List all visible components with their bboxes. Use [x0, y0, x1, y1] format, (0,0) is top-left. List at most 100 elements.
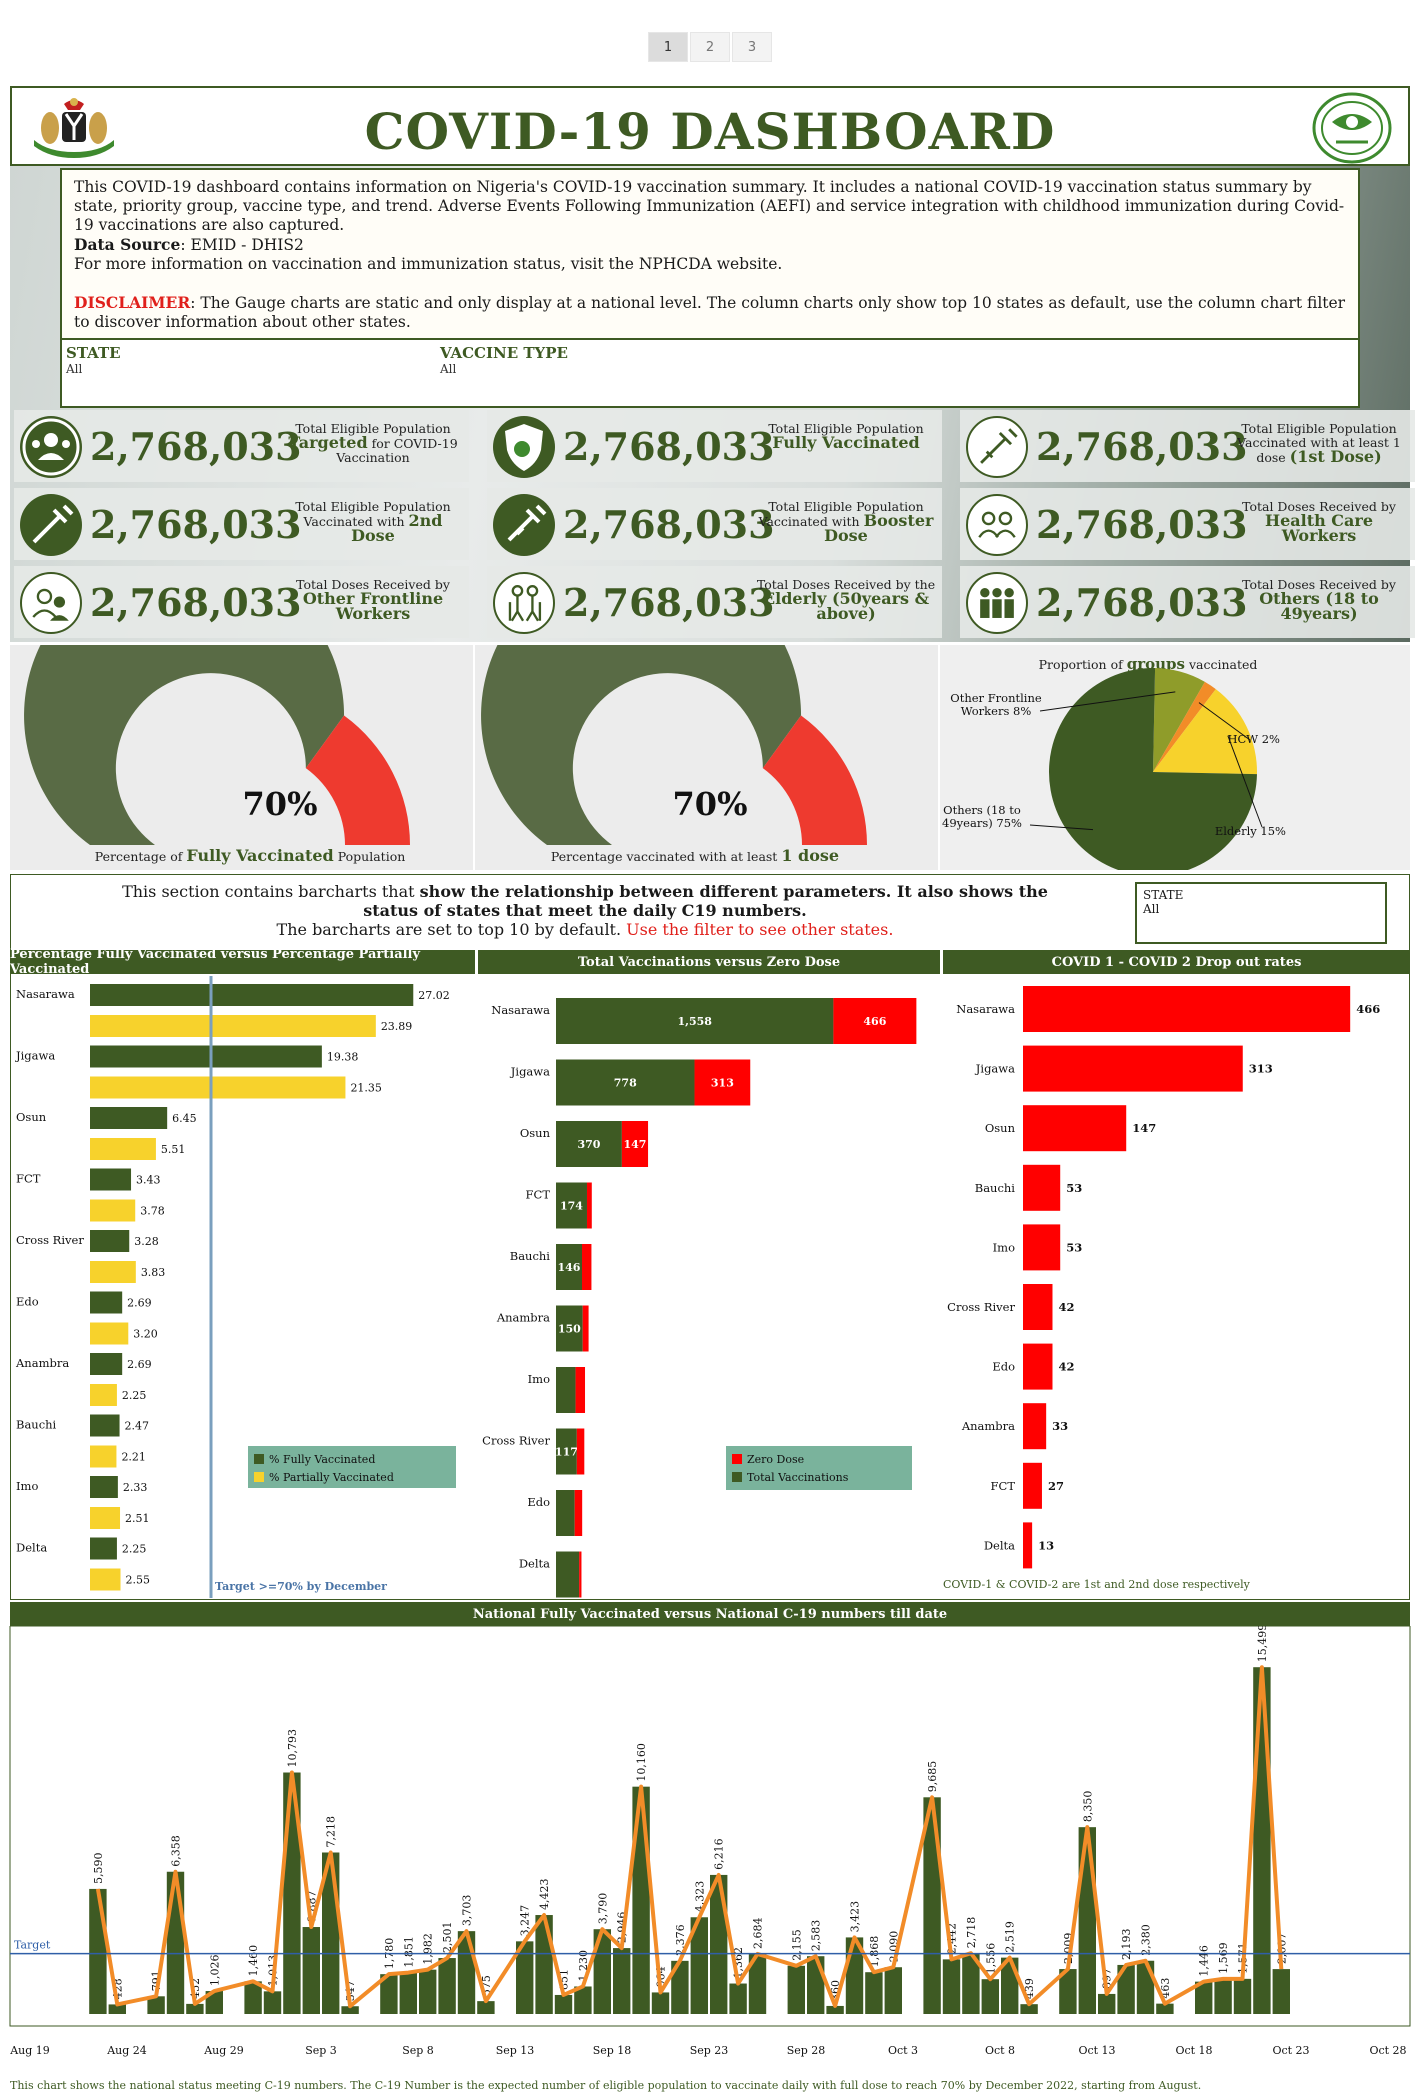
daily-vaccinated-bar[interactable]: [1059, 1969, 1077, 2014]
partially-vaccinated-bar[interactable]: [90, 1138, 156, 1160]
daily-vaccinated-bar[interactable]: [1233, 1978, 1252, 2014]
total-vaccinations-bar[interactable]: [556, 1367, 576, 1413]
daily-vaccinated-bar[interactable]: [1195, 1981, 1213, 2014]
partially-vaccinated-bar[interactable]: [90, 1445, 117, 1468]
zero-dose-bar[interactable]: [576, 1428, 585, 1475]
partially-vaccinated-bar[interactable]: [90, 1568, 121, 1591]
fully-vaccinated-bar[interactable]: [90, 1107, 168, 1129]
pie-slice[interactable]: [1153, 668, 1205, 772]
zero-dose-bar[interactable]: [586, 1182, 592, 1229]
daily-vaccinated-bar[interactable]: [1272, 1969, 1290, 2014]
daily-vaccinated-bar[interactable]: [748, 1953, 767, 2014]
page-tab-3[interactable]: 3: [732, 32, 772, 62]
page-tab-2[interactable]: 2: [690, 32, 730, 62]
daily-vaccinated-bar[interactable]: [108, 2004, 126, 2014]
daily-vaccinated-bar[interactable]: [89, 1888, 107, 2014]
daily-vaccinated-bar[interactable]: [554, 1994, 573, 2014]
barchart-state-value[interactable]: All: [1143, 902, 1160, 916]
pie-slice[interactable]: [1153, 689, 1257, 775]
daily-vaccinated-bar[interactable]: [244, 1981, 262, 2014]
total-vaccinations-bar[interactable]: [556, 1244, 582, 1290]
fully-vaccinated-bar[interactable]: [90, 1353, 123, 1375]
daily-vaccinated-bar[interactable]: [1253, 1667, 1271, 2014]
fully-vaccinated-bar[interactable]: [90, 1537, 117, 1560]
total-vaccinations-bar[interactable]: [556, 1551, 580, 1598]
pie-slice[interactable]: [1153, 681, 1216, 772]
daily-vaccinated-bar[interactable]: [671, 1960, 689, 2014]
vaccine-type-filter[interactable]: VACCINE TYPE All: [440, 344, 568, 376]
partially-vaccinated-bar[interactable]: [90, 1261, 136, 1283]
fully-vaccinated-bar[interactable]: [90, 1168, 132, 1191]
daily-vaccinated-bar[interactable]: [1136, 1960, 1155, 2014]
daily-vaccinated-bar[interactable]: [1020, 2004, 1038, 2014]
daily-vaccinated-bar[interactable]: [593, 1929, 611, 2014]
total-vaccinations-bar[interactable]: [556, 1182, 587, 1229]
dropout-bar[interactable]: [1023, 1224, 1061, 1271]
daily-vaccinated-bar[interactable]: [477, 2001, 495, 2014]
dropout-bar[interactable]: [1023, 1403, 1047, 1450]
dropout-bar[interactable]: [1023, 1164, 1061, 1211]
fully-vaccinated-bar[interactable]: [90, 1230, 130, 1252]
fully-vaccinated-bar[interactable]: [90, 1476, 118, 1498]
dropout-bar[interactable]: [1023, 1522, 1033, 1569]
daily-vaccinated-bar[interactable]: [166, 1871, 185, 2014]
daily-vaccinated-bar[interactable]: [516, 1941, 534, 2014]
dropout-bar[interactable]: [1023, 1462, 1042, 1509]
daily-vaccinated-bar[interactable]: [613, 1948, 631, 2014]
daily-vaccinated-bar[interactable]: [457, 1931, 476, 2014]
total-vaccinations-bar[interactable]: [556, 1059, 695, 1106]
fully-vaccinated-bar[interactable]: [90, 984, 414, 1006]
daily-vaccinated-bar[interactable]: [1078, 1827, 1096, 2014]
vaccine-filter-value[interactable]: All: [440, 362, 457, 376]
daily-vaccinated-bar[interactable]: [419, 1969, 437, 2014]
daily-vaccinated-bar[interactable]: [380, 1974, 398, 2014]
daily-vaccinated-bar[interactable]: [962, 1953, 980, 2014]
daily-vaccinated-bar[interactable]: [865, 1972, 883, 2014]
daily-vaccinated-bar[interactable]: [729, 1983, 747, 2014]
dropout-bar[interactable]: [1023, 986, 1351, 1032]
zero-dose-bar[interactable]: [581, 1244, 592, 1290]
zero-dose-bar[interactable]: [694, 1059, 751, 1106]
daily-vaccinated-bar[interactable]: [341, 2006, 359, 2014]
zero-dose-bar[interactable]: [579, 1551, 582, 1598]
partially-vaccinated-bar[interactable]: [90, 1199, 136, 1222]
zero-dose-bar[interactable]: [582, 1305, 589, 1352]
partially-vaccinated-bar[interactable]: [90, 1076, 346, 1099]
daily-vaccinated-bar[interactable]: [981, 1979, 999, 2014]
daily-vaccinated-bar[interactable]: [651, 1992, 670, 2014]
total-vaccinations-bar[interactable]: [556, 1490, 575, 1536]
daily-vaccinated-bar[interactable]: [1098, 1993, 1116, 2014]
daily-vaccinated-bar[interactable]: [787, 1965, 805, 2014]
zero-dose-bar[interactable]: [833, 998, 917, 1044]
daily-vaccinated-bar[interactable]: [1156, 2003, 1174, 2014]
daily-vaccinated-bar[interactable]: [923, 1797, 941, 2014]
daily-vaccinated-bar[interactable]: [942, 1959, 961, 2014]
daily-vaccinated-bar[interactable]: [690, 1917, 708, 2014]
daily-vaccinated-bar[interactable]: [884, 1967, 902, 2014]
daily-vaccinated-bar[interactable]: [205, 1991, 223, 2014]
page-tab-1[interactable]: 1: [648, 32, 688, 62]
zero-dose-bar[interactable]: [575, 1367, 586, 1413]
daily-vaccinated-bar[interactable]: [147, 1996, 165, 2014]
dropout-bar[interactable]: [1023, 1343, 1053, 1390]
daily-vaccinated-bar[interactable]: [807, 1956, 825, 2014]
fully-vaccinated-bar[interactable]: [90, 1291, 123, 1314]
fully-vaccinated-bar[interactable]: [90, 1414, 120, 1437]
daily-vaccinated-bar[interactable]: [186, 2003, 204, 2014]
state-filter-value[interactable]: All: [66, 362, 83, 376]
barchart-state-filter[interactable]: STATE All: [1135, 882, 1387, 944]
dropout-bar[interactable]: [1023, 1045, 1243, 1092]
daily-vaccinated-bar[interactable]: [399, 1972, 417, 2014]
zero-dose-bar[interactable]: [621, 1121, 649, 1167]
fully-vaccinated-bar[interactable]: [90, 1045, 322, 1068]
total-vaccinations-bar[interactable]: [556, 1428, 577, 1475]
partially-vaccinated-bar[interactable]: [90, 1507, 121, 1529]
pie-slice[interactable]: [1049, 668, 1257, 876]
total-vaccinations-bar[interactable]: [556, 1305, 583, 1352]
state-filter[interactable]: STATE All: [66, 344, 121, 376]
partially-vaccinated-bar[interactable]: [90, 1384, 117, 1406]
daily-vaccinated-bar[interactable]: [1117, 1964, 1135, 2014]
daily-vaccinated-bar[interactable]: [302, 1927, 320, 2014]
daily-vaccinated-bar[interactable]: [1214, 1978, 1232, 2014]
dropout-bar[interactable]: [1023, 1105, 1127, 1152]
